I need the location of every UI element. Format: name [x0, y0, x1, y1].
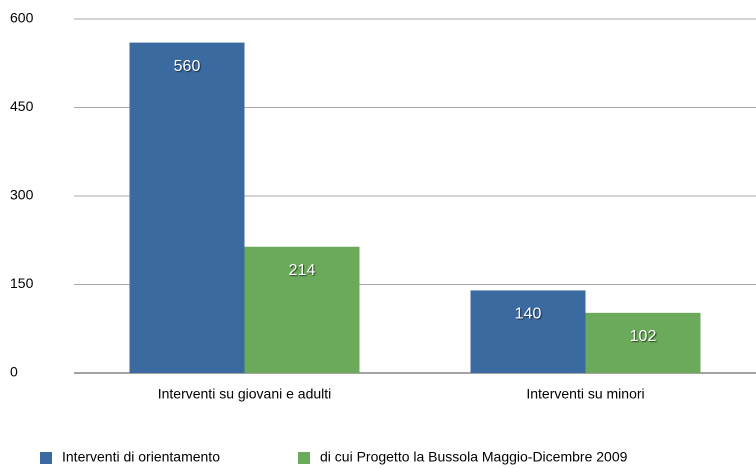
- y-tick-label: 150: [10, 275, 34, 291]
- x-tick-label: Interventi su minori: [526, 386, 644, 402]
- legend-label: di cui Progetto la Bussola Maggio-Dicemb…: [320, 449, 628, 465]
- data-label: 140: [515, 306, 542, 323]
- y-tick-label: 450: [10, 98, 34, 114]
- legend-label: Interventi di orientamento: [62, 449, 220, 465]
- bar: [585, 312, 701, 373]
- y-tick-label: 300: [10, 187, 34, 203]
- bar: [244, 246, 360, 373]
- y-tick-label: 600: [10, 10, 34, 26]
- data-label: 102: [630, 328, 657, 345]
- legend-swatch: [298, 452, 310, 464]
- legend-swatch: [40, 452, 52, 464]
- data-label: 560: [174, 58, 201, 75]
- y-tick-label: 0: [10, 364, 18, 380]
- bar: [129, 42, 245, 373]
- data-label: 214: [289, 262, 316, 279]
- x-tick-label: Interventi su giovani e adulti: [158, 386, 332, 402]
- bar: [470, 290, 586, 373]
